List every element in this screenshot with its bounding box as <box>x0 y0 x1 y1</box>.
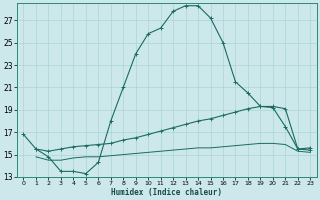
X-axis label: Humidex (Indice chaleur): Humidex (Indice chaleur) <box>111 188 222 197</box>
